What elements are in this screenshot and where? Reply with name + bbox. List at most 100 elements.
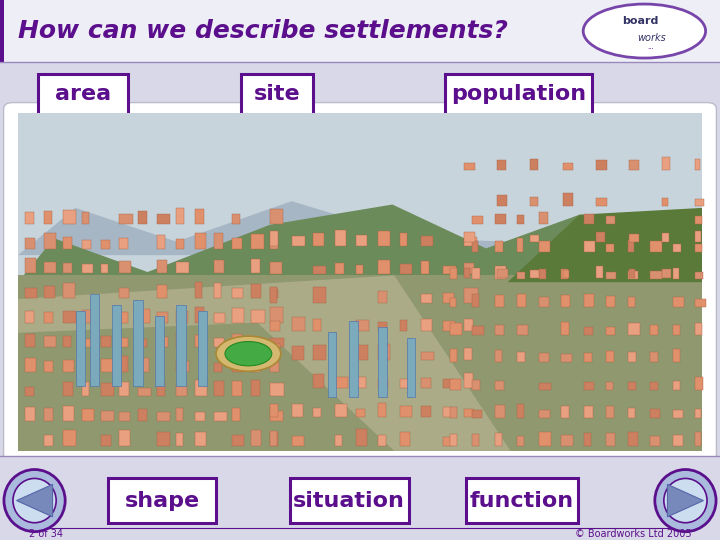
FancyBboxPatch shape bbox=[176, 239, 184, 249]
FancyBboxPatch shape bbox=[378, 435, 386, 445]
FancyBboxPatch shape bbox=[562, 354, 572, 362]
FancyBboxPatch shape bbox=[157, 381, 165, 396]
FancyBboxPatch shape bbox=[695, 432, 701, 445]
FancyBboxPatch shape bbox=[63, 360, 74, 372]
FancyBboxPatch shape bbox=[120, 238, 127, 249]
FancyBboxPatch shape bbox=[464, 319, 472, 332]
FancyBboxPatch shape bbox=[157, 361, 164, 372]
FancyBboxPatch shape bbox=[407, 338, 415, 397]
FancyBboxPatch shape bbox=[251, 430, 261, 446]
FancyBboxPatch shape bbox=[25, 212, 34, 224]
Ellipse shape bbox=[664, 478, 707, 523]
FancyBboxPatch shape bbox=[120, 412, 130, 421]
Polygon shape bbox=[17, 484, 53, 517]
FancyBboxPatch shape bbox=[101, 435, 111, 445]
FancyBboxPatch shape bbox=[120, 261, 131, 273]
FancyBboxPatch shape bbox=[176, 332, 185, 347]
FancyBboxPatch shape bbox=[628, 408, 635, 418]
FancyBboxPatch shape bbox=[214, 363, 222, 372]
FancyBboxPatch shape bbox=[270, 404, 279, 417]
FancyBboxPatch shape bbox=[313, 319, 321, 332]
FancyBboxPatch shape bbox=[378, 380, 387, 388]
FancyBboxPatch shape bbox=[157, 337, 168, 347]
FancyBboxPatch shape bbox=[25, 258, 36, 273]
FancyBboxPatch shape bbox=[233, 214, 240, 224]
FancyBboxPatch shape bbox=[421, 352, 434, 360]
FancyBboxPatch shape bbox=[270, 362, 279, 372]
FancyBboxPatch shape bbox=[194, 412, 205, 421]
FancyBboxPatch shape bbox=[356, 345, 368, 360]
FancyBboxPatch shape bbox=[629, 234, 639, 242]
FancyBboxPatch shape bbox=[596, 232, 606, 242]
FancyBboxPatch shape bbox=[378, 231, 390, 246]
FancyBboxPatch shape bbox=[464, 409, 474, 417]
FancyBboxPatch shape bbox=[63, 264, 71, 273]
FancyBboxPatch shape bbox=[495, 405, 505, 418]
FancyBboxPatch shape bbox=[270, 262, 279, 273]
FancyBboxPatch shape bbox=[495, 381, 503, 390]
Text: 2 of 34: 2 of 34 bbox=[29, 529, 63, 538]
FancyBboxPatch shape bbox=[539, 383, 551, 390]
FancyBboxPatch shape bbox=[0, 0, 4, 62]
FancyBboxPatch shape bbox=[583, 353, 592, 362]
FancyBboxPatch shape bbox=[313, 287, 326, 303]
FancyBboxPatch shape bbox=[101, 359, 113, 372]
FancyBboxPatch shape bbox=[672, 325, 680, 335]
FancyBboxPatch shape bbox=[138, 339, 147, 347]
FancyBboxPatch shape bbox=[194, 209, 204, 224]
FancyBboxPatch shape bbox=[695, 231, 701, 242]
FancyBboxPatch shape bbox=[356, 377, 366, 388]
FancyBboxPatch shape bbox=[44, 435, 53, 445]
FancyBboxPatch shape bbox=[450, 349, 457, 362]
FancyBboxPatch shape bbox=[450, 298, 456, 307]
FancyBboxPatch shape bbox=[233, 408, 240, 421]
FancyBboxPatch shape bbox=[596, 198, 607, 206]
FancyBboxPatch shape bbox=[378, 260, 390, 274]
FancyBboxPatch shape bbox=[176, 386, 187, 396]
FancyBboxPatch shape bbox=[495, 433, 502, 446]
FancyBboxPatch shape bbox=[495, 325, 505, 335]
FancyBboxPatch shape bbox=[356, 409, 365, 417]
FancyBboxPatch shape bbox=[563, 163, 573, 170]
Ellipse shape bbox=[216, 336, 281, 372]
FancyBboxPatch shape bbox=[583, 214, 594, 224]
FancyBboxPatch shape bbox=[443, 437, 451, 445]
FancyBboxPatch shape bbox=[539, 298, 549, 307]
Ellipse shape bbox=[225, 342, 272, 366]
FancyBboxPatch shape bbox=[25, 334, 35, 347]
FancyBboxPatch shape bbox=[44, 233, 55, 249]
FancyBboxPatch shape bbox=[176, 262, 189, 273]
FancyBboxPatch shape bbox=[450, 434, 457, 445]
FancyBboxPatch shape bbox=[672, 349, 680, 362]
Text: site: site bbox=[254, 84, 300, 105]
FancyBboxPatch shape bbox=[194, 282, 202, 298]
FancyBboxPatch shape bbox=[112, 305, 121, 386]
Text: function: function bbox=[470, 490, 574, 511]
FancyBboxPatch shape bbox=[120, 214, 133, 224]
FancyBboxPatch shape bbox=[400, 433, 410, 446]
FancyBboxPatch shape bbox=[563, 193, 573, 206]
FancyBboxPatch shape bbox=[138, 388, 150, 396]
FancyBboxPatch shape bbox=[517, 272, 524, 280]
FancyBboxPatch shape bbox=[81, 309, 91, 322]
FancyBboxPatch shape bbox=[443, 266, 456, 274]
FancyBboxPatch shape bbox=[25, 310, 34, 322]
Polygon shape bbox=[18, 205, 702, 282]
FancyBboxPatch shape bbox=[606, 244, 614, 252]
FancyBboxPatch shape bbox=[44, 336, 56, 347]
FancyBboxPatch shape bbox=[443, 321, 455, 332]
FancyBboxPatch shape bbox=[539, 269, 546, 280]
FancyBboxPatch shape bbox=[214, 260, 225, 273]
FancyBboxPatch shape bbox=[517, 238, 523, 252]
FancyBboxPatch shape bbox=[583, 433, 591, 446]
FancyBboxPatch shape bbox=[498, 268, 508, 278]
FancyBboxPatch shape bbox=[606, 382, 613, 390]
FancyBboxPatch shape bbox=[606, 407, 614, 418]
FancyBboxPatch shape bbox=[495, 240, 503, 252]
FancyBboxPatch shape bbox=[335, 404, 347, 417]
FancyBboxPatch shape bbox=[356, 235, 366, 246]
Text: works: works bbox=[637, 32, 666, 43]
FancyBboxPatch shape bbox=[672, 244, 680, 252]
FancyBboxPatch shape bbox=[517, 215, 524, 224]
FancyBboxPatch shape bbox=[194, 307, 204, 322]
